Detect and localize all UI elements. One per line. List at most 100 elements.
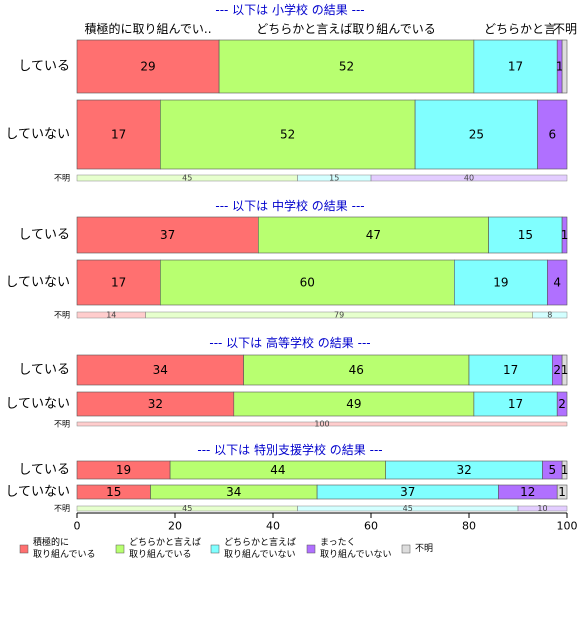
x-tick-label: 100 <box>557 520 578 533</box>
unknown-label: 不明 <box>54 420 70 429</box>
data-label: 17 <box>508 60 523 74</box>
data-label: 49 <box>346 397 361 411</box>
data-label: 25 <box>469 128 484 142</box>
unknown-data-label: 45 <box>182 504 192 513</box>
unknown-data-label: 14 <box>106 311 116 320</box>
data-label: 37 <box>400 485 415 499</box>
panel-title: --- 以下は 中学校 の結果 --- <box>215 198 364 213</box>
data-label: 17 <box>111 128 126 142</box>
legend-swatch <box>306 544 316 554</box>
data-label: 47 <box>366 228 381 242</box>
category-label: していない <box>5 485 70 500</box>
data-label: 12 <box>520 485 535 499</box>
unknown-label: 不明 <box>54 504 70 513</box>
data-label: 34 <box>226 485 241 499</box>
bar-segment <box>556 484 568 500</box>
category-label: している <box>18 463 70 478</box>
unknown-label: 不明 <box>54 311 70 320</box>
x-tick-label: 80 <box>462 520 476 533</box>
bar-segment <box>76 391 235 417</box>
data-label: 1 <box>561 228 569 242</box>
unknown-data-label: 8 <box>547 311 552 320</box>
category-label: していない <box>5 127 70 142</box>
category-label: している <box>18 363 70 378</box>
unknown-segment <box>532 311 568 319</box>
unknown-data-label: 40 <box>464 174 474 183</box>
bar-segment <box>473 39 558 94</box>
legend-label: 取り組んでいない <box>320 548 392 560</box>
data-label: 60 <box>300 276 315 290</box>
bar-segment <box>556 391 568 417</box>
x-tick-label: 60 <box>364 520 378 533</box>
data-label: 4 <box>553 276 561 290</box>
data-label: 6 <box>548 128 556 142</box>
data-label: 17 <box>503 363 518 377</box>
bar-segment <box>414 99 538 170</box>
unknown-segment <box>517 505 568 512</box>
bar-segment <box>257 216 489 254</box>
category-label: していない <box>5 397 70 412</box>
data-label: 32 <box>456 463 471 477</box>
legend-label: 不明 <box>415 543 433 554</box>
category-label: している <box>18 228 70 243</box>
bar-segment <box>561 39 568 94</box>
bar-segment <box>561 460 568 480</box>
data-label: 17 <box>508 397 523 411</box>
bar-segment <box>537 99 568 170</box>
bar-segment <box>561 216 568 254</box>
data-label: 19 <box>493 276 508 290</box>
bar-segment <box>453 259 548 306</box>
bar-segment <box>468 354 553 386</box>
data-label: 15 <box>106 485 121 499</box>
data-label: 2 <box>553 363 561 377</box>
bar-segment <box>76 99 161 170</box>
legend-label: 取り組んでいる <box>129 548 192 560</box>
data-label: 17 <box>111 276 126 290</box>
data-label: 1 <box>561 463 569 477</box>
unknown-label: 不明 <box>54 174 70 183</box>
x-tick-label: 40 <box>266 520 280 533</box>
unknown-data-label: 79 <box>334 311 344 320</box>
bar-segment <box>547 259 568 306</box>
unknown-data-label: 45 <box>403 504 413 513</box>
top-label: どちらかと言えば取り組んでいる <box>256 22 435 36</box>
x-tick-label: 0 <box>74 520 81 533</box>
top-label: 積極的に取り組んでい.. <box>84 21 211 36</box>
data-label: 5 <box>548 463 556 477</box>
bar-segment <box>473 391 558 417</box>
bar-segment <box>76 216 259 254</box>
unknown-segment <box>370 174 568 182</box>
data-label: 34 <box>153 363 168 377</box>
unknown-segment <box>76 421 568 427</box>
legend-label: どちらかと言えば <box>129 536 201 548</box>
data-label: 29 <box>140 60 155 74</box>
x-tick-label: 20 <box>168 520 182 533</box>
legend-label: まったく <box>320 537 356 548</box>
legend-swatch <box>401 544 411 554</box>
bar-segment <box>160 259 455 306</box>
panel-title: --- 以下は 特別支援学校 の結果 --- <box>197 442 382 457</box>
legend-swatch <box>115 544 125 554</box>
category-label: している <box>18 59 70 74</box>
legend-swatch <box>210 544 220 554</box>
data-label: 19 <box>116 463 131 477</box>
bar-segment <box>76 39 220 94</box>
data-label: 37 <box>160 228 175 242</box>
unknown-data-label: 15 <box>329 174 339 183</box>
bar-segment <box>76 354 244 386</box>
data-label: 52 <box>280 128 295 142</box>
top-label: どちらかと言 <box>484 22 556 36</box>
panel-title: --- 以下は 高等学校 の結果 --- <box>209 335 370 350</box>
top-label: 不明 <box>553 22 577 36</box>
bar-segment <box>243 354 470 386</box>
legend-label: 取り組んでいない <box>224 548 296 560</box>
data-label: 2 <box>558 397 566 411</box>
bar-segment <box>76 259 161 306</box>
data-label: 15 <box>518 228 533 242</box>
data-label: 1 <box>561 363 569 377</box>
unknown-data-label: 45 <box>182 174 192 183</box>
data-label: 1 <box>558 485 566 499</box>
data-label: 46 <box>349 363 364 377</box>
category-label: していない <box>5 275 70 290</box>
